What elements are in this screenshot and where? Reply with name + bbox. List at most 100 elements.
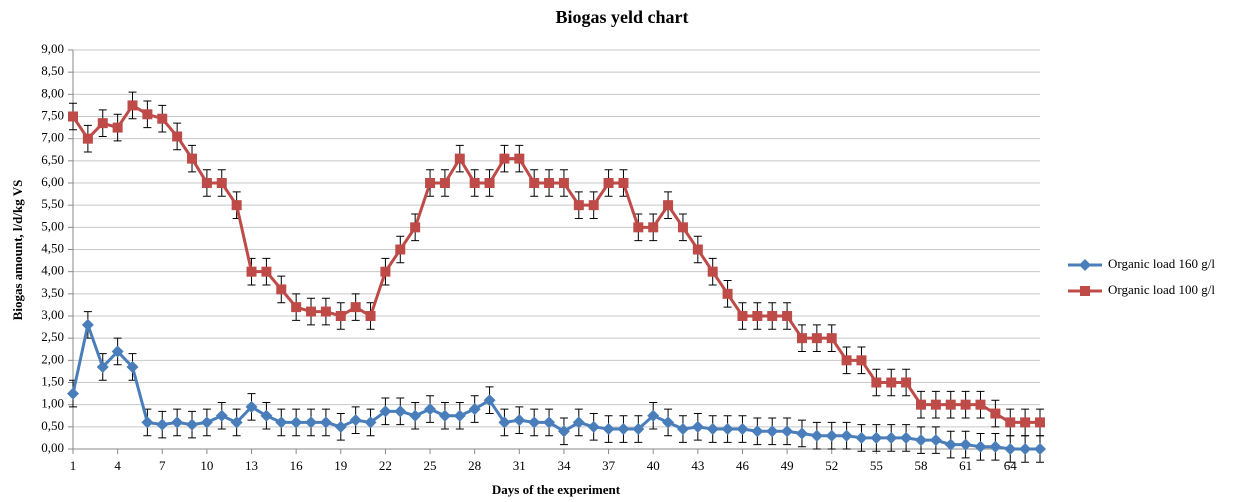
data-point <box>127 100 138 111</box>
data-point <box>737 311 748 321</box>
data-point <box>662 416 675 429</box>
data-point <box>97 118 108 129</box>
data-point <box>319 416 332 429</box>
x-tick-label: 28 <box>468 458 481 473</box>
y-tick-label: 3,00 <box>41 307 64 322</box>
data-point <box>529 178 540 188</box>
data-point <box>692 244 703 255</box>
x-tick-label: 49 <box>781 458 794 473</box>
data-point <box>572 416 585 429</box>
data-point <box>900 431 913 444</box>
x-tick-label: 13 <box>245 458 258 473</box>
data-point <box>350 302 361 313</box>
data-point <box>691 420 704 433</box>
y-tick-label: 0,00 <box>41 440 64 455</box>
x-tick-label: 16 <box>290 458 304 473</box>
x-tick-label: 46 <box>736 458 750 473</box>
data-point <box>141 416 154 429</box>
data-point <box>245 400 258 413</box>
data-point <box>81 318 94 331</box>
data-point <box>438 409 451 422</box>
data-point <box>215 409 228 422</box>
data-point <box>1034 443 1046 455</box>
data-point <box>424 403 437 416</box>
data-point <box>603 178 614 188</box>
x-tick-label: 19 <box>334 458 347 473</box>
data-point <box>751 425 764 438</box>
data-point <box>885 431 898 444</box>
legend-label: Organic load 160 g/l <box>1108 256 1215 271</box>
data-point <box>187 153 198 164</box>
data-point <box>484 178 495 188</box>
data-point <box>156 418 169 431</box>
data-point <box>870 431 883 444</box>
data-point <box>67 387 79 400</box>
data-point <box>558 178 569 188</box>
data-point <box>305 416 318 429</box>
data-point <box>514 153 525 164</box>
data-point <box>722 288 733 299</box>
y-tick-label: 2,00 <box>41 351 64 366</box>
data-point <box>647 409 660 422</box>
data-point <box>261 266 272 277</box>
data-point <box>810 429 823 442</box>
data-point <box>930 399 941 410</box>
data-point <box>260 409 273 422</box>
x-tick-label: 61 <box>959 458 972 473</box>
data-point <box>796 333 807 344</box>
data-point <box>290 416 303 429</box>
x-tick-label: 58 <box>914 458 927 473</box>
data-point <box>230 416 243 429</box>
data-point <box>989 440 1002 453</box>
x-axis-title: Days of the experiment <box>492 482 621 497</box>
data-point <box>499 153 510 164</box>
data-point <box>379 405 392 418</box>
data-point <box>841 355 852 366</box>
data-point <box>395 244 406 255</box>
data-point <box>364 416 377 429</box>
y-tick-label: 7,50 <box>41 107 64 122</box>
data-point <box>663 200 674 211</box>
y-tick-label: 6,50 <box>41 152 64 167</box>
data-point <box>855 431 868 444</box>
data-point <box>409 409 422 422</box>
data-point <box>856 355 867 366</box>
data-point <box>468 403 481 416</box>
data-point <box>960 399 971 410</box>
x-tick-label: 31 <box>513 458 526 473</box>
y-tick-label: 5,00 <box>41 218 64 233</box>
data-point <box>1005 417 1016 428</box>
data-point <box>557 425 570 438</box>
data-point <box>990 408 1001 419</box>
x-tick-label: 34 <box>557 458 571 473</box>
data-point <box>602 423 615 436</box>
data-point <box>276 284 287 295</box>
data-point <box>1035 417 1045 428</box>
y-axis-title: Biogas amount, l/d/kg VS <box>10 180 25 321</box>
data-point <box>200 416 213 429</box>
data-point <box>394 405 407 418</box>
data-point <box>901 377 912 388</box>
data-point <box>216 178 227 188</box>
data-point <box>974 440 987 453</box>
data-point <box>544 178 555 188</box>
chart-title: Biogas yeld chart <box>556 7 689 27</box>
data-point <box>1004 443 1017 455</box>
data-point <box>543 416 556 429</box>
data-point <box>915 399 926 410</box>
y-tick-label: 4,00 <box>41 263 64 278</box>
data-point <box>914 434 927 447</box>
data-point <box>825 429 838 442</box>
data-point <box>126 360 139 373</box>
data-point <box>439 178 450 188</box>
y-tick-label: 5,50 <box>41 196 64 211</box>
data-point <box>766 425 779 438</box>
x-tick-label: 10 <box>200 458 213 473</box>
x-tick-label: 64 <box>1004 458 1018 473</box>
data-point <box>111 345 124 358</box>
data-point <box>782 311 793 321</box>
y-tick-label: 1,50 <box>41 373 64 388</box>
x-tick-label: 25 <box>424 458 437 473</box>
x-tick-label: 55 <box>870 458 883 473</box>
